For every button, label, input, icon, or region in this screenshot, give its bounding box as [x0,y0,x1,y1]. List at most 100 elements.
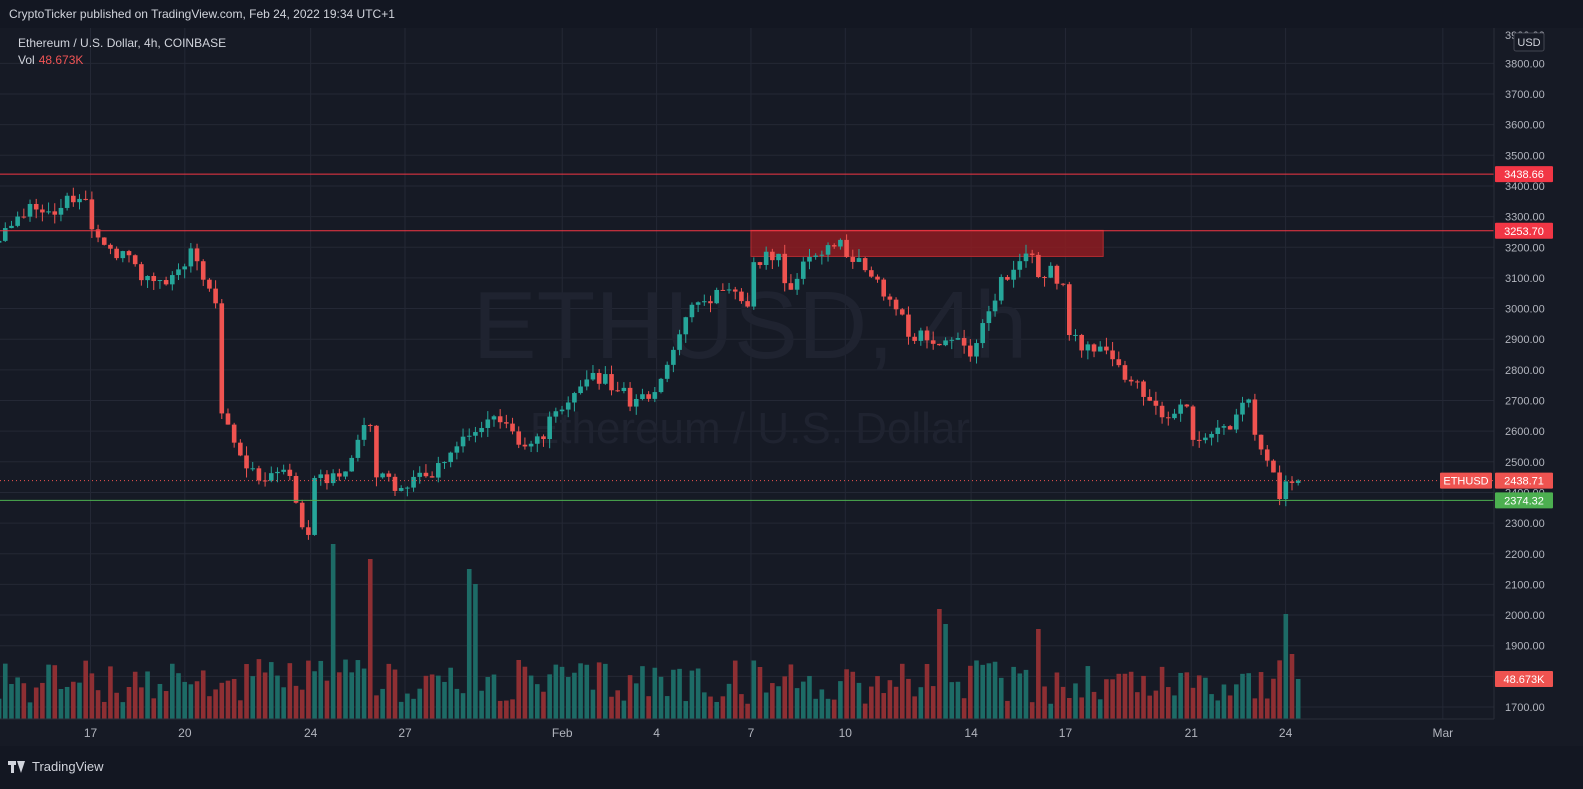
volume-bar [349,672,354,719]
volume-bar [918,687,924,719]
volume-bar [2,663,8,719]
supply-zone[interactable] [750,229,1104,257]
volume-bar [862,703,868,719]
candle [355,434,361,462]
candle [640,388,645,401]
volume-bar [1104,679,1109,719]
volume-bar [176,673,181,719]
candle [497,409,503,429]
candle [176,263,181,281]
volume-bar [794,688,800,719]
candle [1017,253,1023,278]
candle [1011,260,1016,288]
symbol-title[interactable]: Ethereum / U.S. Dollar, 4h, COINBASE [18,36,227,50]
volume-bar [169,663,175,719]
volume-bar [869,686,874,719]
candle [578,380,583,395]
candle [114,246,119,261]
tradingview-logo[interactable]: TradingView [8,759,104,774]
candle [677,329,682,356]
candle [268,466,274,483]
volume-bar [77,682,82,719]
candle [646,391,651,402]
price-tick-label: 3800.00 [1505,58,1545,70]
candle [930,331,936,350]
candle [405,486,410,497]
volume-bar [1246,673,1251,719]
candle [751,257,757,310]
volume-bar [330,544,336,719]
grid [0,28,1494,719]
candle [0,240,2,243]
tradingview-icon [8,760,26,773]
volume-bar [386,663,392,719]
candle [1196,431,1202,448]
volume-bar [33,687,39,719]
volume-bar [231,678,237,719]
candle [1221,423,1227,435]
candle [145,275,150,288]
volume-bar [1252,698,1258,719]
candle [875,274,880,283]
volume-bar [1196,675,1202,719]
volume-bar [460,693,466,719]
candle [299,499,305,530]
candle [108,243,113,255]
candle [101,237,107,246]
candle [1246,398,1251,408]
candle [436,456,441,483]
svg-text:ETHUSD: ETHUSD [1443,476,1488,488]
candle [633,394,639,415]
volume-bar [1172,695,1177,719]
time-axis[interactable]: 17 20 24 27 Feb 4 7 10 14 17 21 24 Mar [0,718,1494,746]
candle [1091,343,1097,358]
volume-value: 48.673K [38,53,84,67]
candle [281,464,286,475]
candle [1054,264,1060,290]
volume-bar [337,672,342,719]
candle [262,472,268,487]
volume-bar [21,683,27,719]
volume-bar [695,668,701,719]
volume-bar [1234,684,1239,719]
volume-bar [510,699,515,719]
candle [658,377,664,394]
volume-bar [720,696,726,719]
price-tick-label: 2900.00 [1505,334,1545,346]
volume-bar [547,674,552,719]
svg-text:2374.32: 2374.32 [1504,495,1544,507]
candle [1110,341,1115,367]
candle [361,417,367,447]
candle [968,339,973,362]
volume-bar [1221,684,1227,719]
candle [1264,444,1270,467]
volume-bar [1023,669,1029,719]
currency-badge[interactable]: USD [1513,32,1545,52]
candle [1073,329,1078,342]
volume-bar [398,701,404,719]
candle [337,468,342,481]
watermark: ETHUSD, 4h Ethereum / U.S. Dollar [473,272,1028,453]
volume-bar [479,690,484,719]
price-tick-label: 3400.00 [1505,181,1545,193]
price-tick-label: 3100.00 [1505,273,1545,285]
volume-bar [466,569,472,719]
volume-bar [534,684,540,719]
candle [522,437,528,450]
candle [473,426,478,443]
price-axis[interactable]: 3900.003800.003700.003600.003500.003400.… [1493,28,1583,746]
candle [831,243,837,249]
candle [386,470,392,482]
candle [553,407,559,423]
candle [330,469,336,486]
volume-bar [392,669,398,719]
volume-bar [937,609,942,719]
candle [757,261,763,269]
candle [139,261,144,286]
volume-bar [1079,697,1084,719]
volume-bar [887,680,893,719]
volume-bar [268,662,274,719]
volume-bar [1295,679,1301,719]
